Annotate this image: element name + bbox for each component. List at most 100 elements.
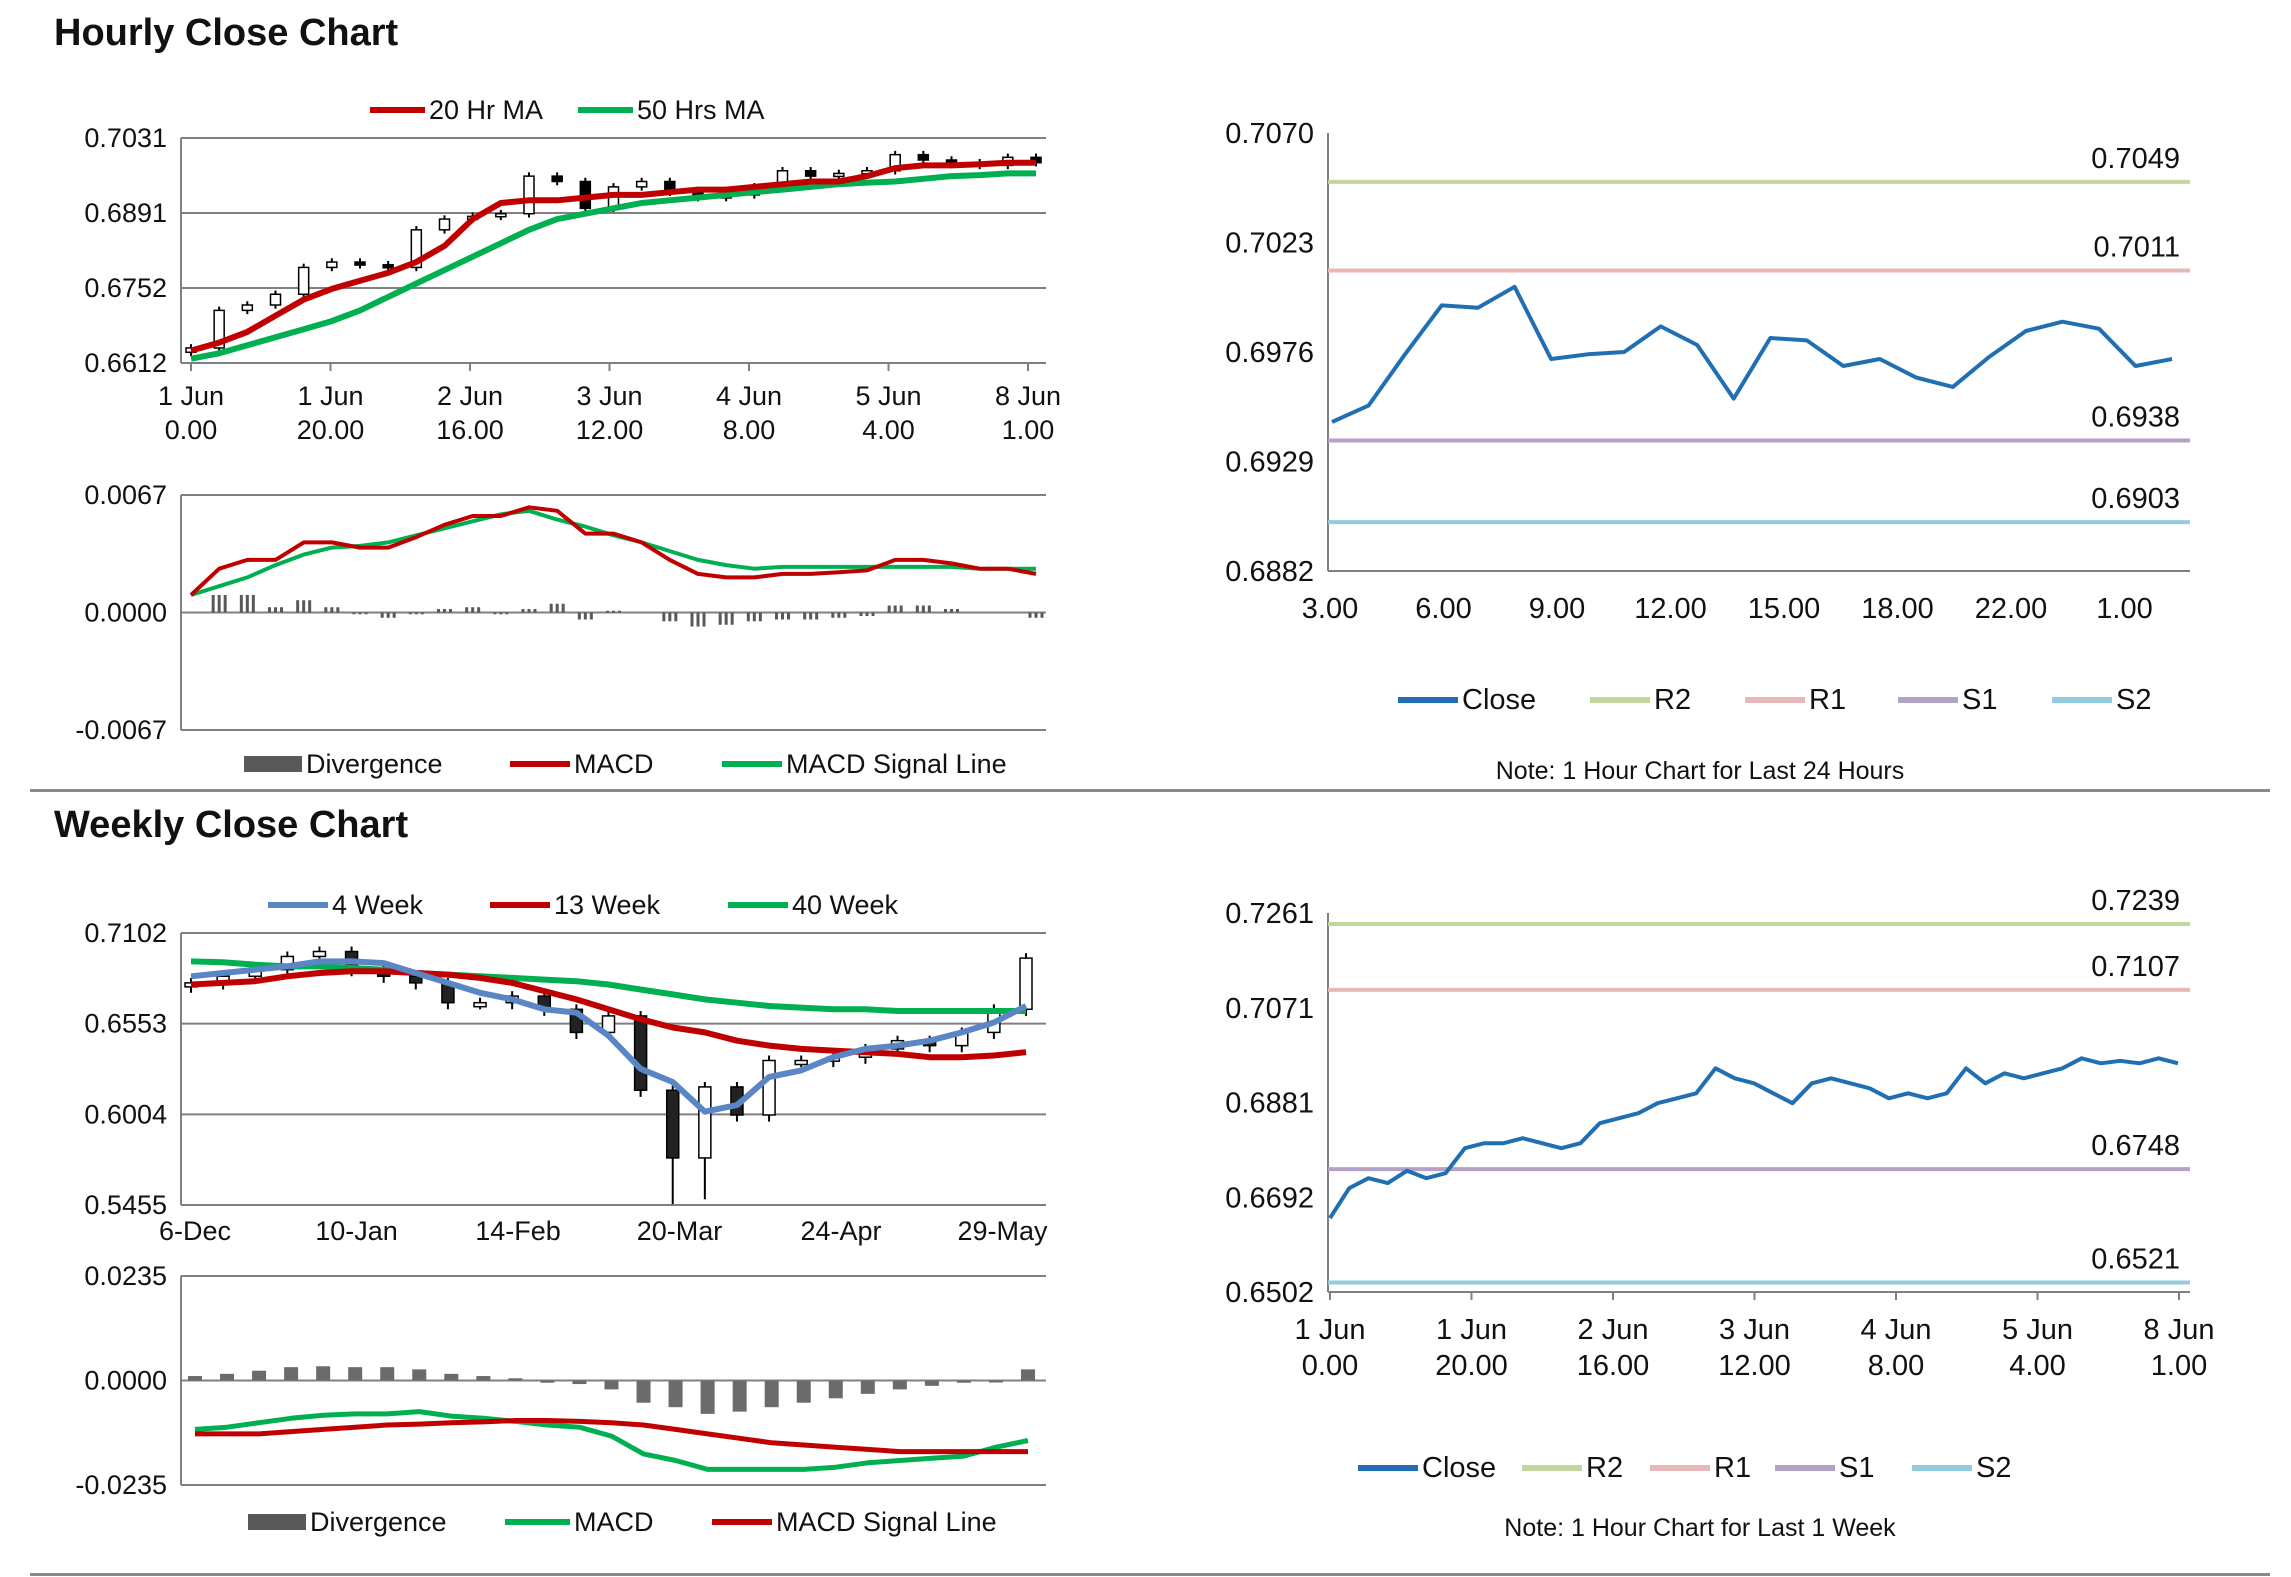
hourly-price-ytick: 0.7031: [84, 123, 167, 153]
hourly-candle-body: [833, 172, 845, 178]
weekly-macd-ytick: -0.0235: [75, 1470, 167, 1500]
weekly-divergence-bar: [476, 1376, 491, 1381]
weekly-divergence-bar: [636, 1380, 651, 1403]
weekly-candle-body: [698, 1086, 712, 1159]
hourly24-s2-label: 0.6903: [2091, 483, 2180, 515]
hourlyweek-xtick-time: 12.00: [1718, 1350, 1791, 1382]
hourly24-ytick: 0.6929: [1225, 447, 1314, 479]
hourlyweek-xtick-date: 4 Jun: [1861, 1314, 1932, 1346]
hourly-price-xtick-time: 4.00: [862, 415, 915, 445]
hourly-price-xtick-time: 8.00: [723, 415, 776, 445]
hourly-candle-body: [804, 170, 817, 177]
weekly-divergence-bar: [892, 1380, 907, 1390]
legend-hourlyweek-close-label: Close: [1422, 1452, 1496, 1484]
hourly-candle-body: [438, 218, 451, 231]
legend-hourlyweek-s1-label: S1: [1839, 1452, 1874, 1484]
weekly-divergence-bar: [252, 1370, 267, 1381]
legend-13-week-label: 13 Week: [554, 890, 661, 920]
weekly-macd-ytick: 0.0235: [84, 1261, 167, 1291]
hourly-price-xtick-time: 16.00: [436, 415, 504, 445]
weekly-divergence-bar: [348, 1367, 363, 1381]
hourlyweek-ytick: 0.6881: [1225, 1088, 1314, 1120]
weekly-divergence-bar: [988, 1380, 1003, 1383]
legend-hourly-divergence-swatch: [244, 756, 302, 772]
weekly-candle-body: [409, 975, 423, 984]
legend-hourly24-r2-label: R2: [1654, 684, 1691, 716]
hourly-candle-body: [326, 261, 338, 269]
hourly24-s1-label: 0.6938: [2091, 402, 2180, 434]
hourlyweek-xtick-date: 3 Jun: [1719, 1314, 1790, 1346]
legend-weekly-signal-label: MACD Signal Line: [776, 1507, 997, 1537]
hourlyweek-ytick: 0.7071: [1225, 993, 1314, 1025]
hourlyweek-r2-label: 0.7239: [2091, 885, 2180, 917]
section-divider: [30, 789, 2270, 792]
weekly-candle-body: [473, 1001, 487, 1008]
hourly-candle-body: [917, 153, 930, 161]
weekly-price-xtick: 14-Feb: [475, 1216, 561, 1246]
hourly-candle-body: [410, 229, 423, 269]
legend-hourly-divergence-label: Divergence: [306, 749, 443, 779]
hourlyweek-xtick-time: 4.00: [2009, 1350, 2065, 1382]
weekly-divergence-bar: [604, 1380, 619, 1390]
weekly-divergence-bar: [828, 1380, 843, 1399]
legend-hourly-signal-label: MACD Signal Line: [786, 749, 1007, 779]
hourlyweek-note: Note: 1 Hour Chart for Last 1 Week: [1504, 1514, 1896, 1542]
legend-hourly-macd-label: MACD: [574, 749, 654, 779]
weekly-price-ytick: 0.7102: [84, 918, 167, 948]
hourly-price-xtick-date: 1 Jun: [297, 381, 363, 411]
legend-hourly24-r1-label: R1: [1809, 684, 1846, 716]
weekly-candle-body: [665, 1089, 680, 1159]
legend-20hr-ma-label: 20 Hr MA: [429, 95, 543, 125]
hourlyweek-xtick-date: 5 Jun: [2002, 1314, 2073, 1346]
hourly-macd-signal-line: [190, 508, 1036, 597]
legend-hourlyweek-r2-label: R2: [1586, 1452, 1623, 1484]
hourly24-xtick: 12.00: [1634, 593, 1707, 625]
hourlyweek-xtick-date: 1 Jun: [1436, 1314, 1507, 1346]
hourly-candle-body: [269, 293, 282, 306]
weekly-ma4-line: [190, 958, 1028, 1115]
weekly-section-title: Weekly Close Chart: [54, 804, 409, 846]
hourly-candle-body: [354, 261, 366, 266]
hourly-price-xtick-time: 20.00: [297, 415, 365, 445]
weekly-candle-body: [312, 950, 327, 958]
weekly-divergence-bar: [924, 1380, 939, 1386]
hourlyweek-xtick-date: 1 Jun: [1295, 1314, 1366, 1346]
legend-hourly24-s2-label: S2: [2116, 684, 2151, 716]
weekly-divergence-bar: [796, 1380, 811, 1403]
weekly-price-ytick: 0.5455: [84, 1190, 167, 1220]
hourly-price-xtick-date: 2 Jun: [437, 381, 503, 411]
legend-weekly-macd-label: MACD: [574, 1507, 654, 1537]
hourly24-xtick: 18.00: [1861, 593, 1934, 625]
legend-hourly24-close-label: Close: [1462, 684, 1536, 716]
hourlyweek-xtick-time: 16.00: [1577, 1350, 1650, 1382]
hourly24-ytick: 0.7070: [1225, 118, 1314, 150]
hourlyweek-close-line: [1328, 1056, 2179, 1220]
hourly24-r1-label: 0.7011: [2093, 231, 2180, 263]
weekly-divergence-bar: [860, 1380, 875, 1394]
hourlyweek-xtick-time: 8.00: [1868, 1350, 1924, 1382]
hourly-candle-body: [382, 263, 394, 269]
weekly-divergence-bar: [188, 1376, 202, 1381]
hourly-ma50-line: [190, 170, 1036, 362]
weekly-macd-signal-line: [195, 1418, 1028, 1455]
hourlyweek-xtick-date: 8 Jun: [2144, 1314, 2215, 1346]
hourly-candle-body: [297, 266, 310, 296]
hourly-ma20-line: [190, 159, 1036, 354]
hourlyweek-ytick: 0.6502: [1225, 1277, 1314, 1309]
weekly-candle-body: [1019, 957, 1033, 1011]
hourly24-xtick: 9.00: [1529, 593, 1585, 625]
hourly-price-xtick-date: 8 Jun: [995, 381, 1061, 411]
weekly-divergence-bar: [668, 1380, 683, 1408]
hourly-macd-line: [189, 505, 1037, 597]
hourly24-xtick: 1.00: [2096, 593, 2152, 625]
hourly-candle-body: [213, 309, 225, 349]
hourly-candle-body: [241, 304, 254, 312]
weekly-divergence-bar: [1021, 1369, 1035, 1381]
weekly-candle-body: [633, 1015, 648, 1091]
hourlyweek-s2-label: 0.6521: [2091, 1244, 2180, 1276]
hourly-macd-ytick: 0.0067: [84, 480, 167, 510]
hourlyweek-xtick-time: 20.00: [1435, 1350, 1508, 1382]
hourly24-xtick: 3.00: [1302, 593, 1358, 625]
weekly-divergence-bar: [540, 1380, 555, 1383]
weekly-divergence-bar: [764, 1380, 779, 1408]
